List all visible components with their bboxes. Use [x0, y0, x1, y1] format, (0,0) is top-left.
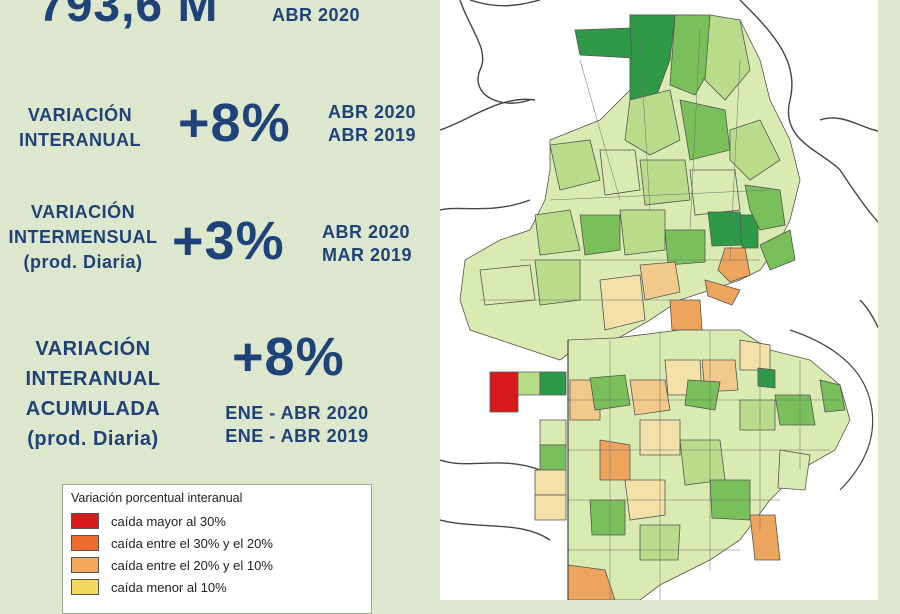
choropleth-map	[440, 0, 900, 600]
region-cream	[534, 494, 567, 521]
southern-regions	[489, 329, 851, 600]
region-mid-green	[819, 379, 846, 413]
region-dark-green	[629, 14, 676, 101]
legend-label: caída entre el 30% y el 20%	[111, 535, 273, 551]
legend-swatch	[71, 513, 99, 529]
region-dark-green	[574, 27, 633, 59]
region-light-green	[517, 371, 541, 396]
region-light-orange	[639, 261, 681, 301]
indicator-2-date-current: ABR 2020	[322, 222, 411, 242]
legend-swatch	[71, 535, 99, 551]
region-light-green	[624, 89, 681, 156]
indicator-2-label-line: INTERMENSUAL	[8, 227, 158, 247]
map-regions	[459, 14, 801, 361]
dept-line	[568, 330, 840, 600]
region-cream	[739, 339, 771, 371]
region-orange	[669, 299, 703, 331]
indicator-3-date-current: ENE - ABR 2020	[225, 403, 369, 423]
region-light-green	[534, 259, 581, 306]
region-dark-green	[739, 214, 759, 249]
region-pale-green	[539, 419, 567, 446]
indicator-3-label: VARIACIÓN INTERANUAL ACUMULADA (prod. Di…	[8, 334, 178, 454]
region-light-green	[639, 159, 691, 206]
region-mid-green	[664, 229, 706, 266]
region-mid-green	[579, 214, 621, 256]
total-production-date: ABR 2020	[272, 5, 361, 25]
indicator-2-label-line: (prod. Diaria)	[23, 252, 143, 272]
indicator-3-value: +8%	[232, 327, 345, 387]
indicators-panel: 793,6 M ABR 2020 VARIACIÓN INTERANUAL +8…	[0, 0, 440, 614]
indicator-2-label-line: VARIACIÓN	[30, 202, 136, 222]
legend-item: caída entre el 30% y el 20%	[71, 532, 363, 554]
legend-title: Variación porcentual interanual	[71, 491, 243, 505]
neighbor-border	[440, 98, 536, 131]
region-dark-green	[707, 211, 746, 247]
neighbor-border	[440, 199, 531, 211]
region-light-green	[549, 139, 601, 191]
region-mid-green	[589, 499, 626, 536]
region-mid-green	[684, 379, 721, 411]
indicator-1-value: +8%	[178, 93, 291, 153]
region-dark-green	[539, 371, 567, 396]
department-lines	[480, 29, 840, 600]
legend-item: caída menor al 10%	[71, 576, 363, 598]
indicator-3-dates: ENE - ABR 2020 ENE - ABR 2019	[222, 402, 372, 448]
right-margin	[878, 0, 900, 600]
region-light-green	[534, 209, 581, 256]
region-mid-green	[774, 394, 816, 426]
indicator-3-date-previous: ENE - ABR 2019	[225, 426, 369, 446]
region-cream	[599, 274, 646, 331]
neighbor-border	[440, 519, 551, 541]
legend-swatch	[71, 557, 99, 573]
coastline	[789, 329, 874, 491]
region-dark-green	[757, 367, 776, 389]
indicator-3-label-line: INTERANUAL	[25, 368, 161, 390]
indicator-3-label-line: (prod. Diaria)	[27, 428, 159, 450]
indicator-1-label-line: INTERANUAL	[19, 130, 141, 150]
map-legend: Variación porcentual interanual caída ma…	[62, 484, 372, 614]
region-mid-green	[744, 184, 786, 231]
region-pale-green	[479, 264, 536, 306]
legend-label: caída entre el 20% y el 10%	[111, 557, 273, 573]
indicator-2-value: +3%	[172, 211, 285, 271]
region-mid-green	[539, 444, 567, 471]
indicator-1-date-previous: ABR 2019	[328, 125, 417, 145]
legend-label: caída mayor al 30%	[111, 513, 226, 529]
indicator-2-label: VARIACIÓN INTERMENSUAL (prod. Diaria)	[4, 200, 162, 275]
region-light-green	[739, 399, 776, 431]
indicator-3-label-line: ACUMULADA	[25, 398, 161, 420]
indicator-2-dates: ABR 2020 MAR 2019	[322, 221, 412, 267]
neighbor-border	[440, 459, 541, 471]
legend-label: caída menor al 10%	[111, 579, 227, 595]
indicator-1-dates: ABR 2020 ABR 2019	[328, 101, 416, 147]
dept-line	[480, 29, 771, 301]
legend-swatch	[71, 579, 99, 595]
region-light-green	[679, 439, 726, 486]
region-light-green	[704, 14, 751, 101]
legend-item: caída mayor al 30%	[71, 510, 363, 532]
region-orange	[704, 279, 741, 306]
legend-item: caída entre el 20% y el 10%	[71, 554, 363, 576]
region-orange	[599, 439, 631, 481]
indicator-3-label-line: VARIACIÓN	[35, 338, 151, 360]
neighbor-border	[469, 0, 541, 7]
region-light-green	[619, 209, 666, 256]
region-pale-green	[777, 449, 811, 491]
region-cream	[534, 469, 567, 496]
region-pale-green	[599, 149, 641, 196]
indicator-2-date-previous: MAR 2019	[322, 245, 413, 265]
region-mid-green	[759, 229, 796, 271]
indicator-1-date-current: ABR 2020	[328, 102, 417, 122]
region-orange	[717, 247, 751, 283]
region-red	[489, 371, 519, 413]
indicator-1-label: VARIACIÓN INTERANUAL	[10, 103, 150, 153]
region-light-orange	[629, 379, 671, 416]
total-production-value: 793,6 M	[38, 0, 219, 32]
indicator-1-label-line: VARIACIÓN	[27, 105, 133, 125]
map-svg	[440, 0, 900, 600]
region-light-green	[729, 119, 781, 181]
neighbor-border	[459, 0, 531, 104]
neighbor-border	[739, 0, 841, 171]
region-orange	[749, 514, 781, 561]
